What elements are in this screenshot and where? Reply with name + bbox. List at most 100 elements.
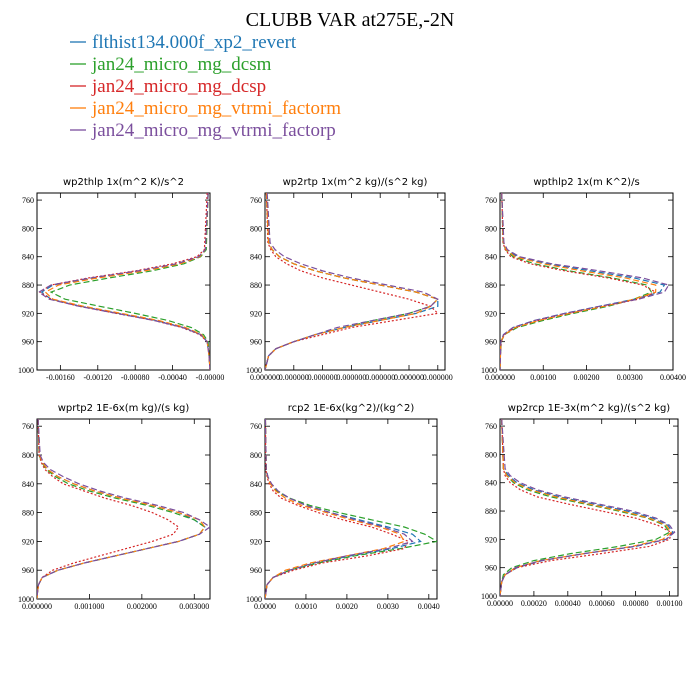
x-tick-label: 0.000000 xyxy=(308,373,338,382)
legend-label: flthist134.000f_xp2_revert xyxy=(92,32,297,53)
series-line xyxy=(500,419,672,596)
y-tick-label: 760 xyxy=(22,422,34,431)
series-line xyxy=(500,419,676,596)
x-tick-label: 0.001000 xyxy=(74,602,104,611)
y-tick-label: 760 xyxy=(250,196,262,205)
y-tick-label: 920 xyxy=(250,309,262,318)
x-tick-label: -0.00120 xyxy=(83,373,112,382)
y-tick-label: 920 xyxy=(250,537,262,546)
series-line xyxy=(265,419,414,599)
y-tick-label: 760 xyxy=(485,196,497,205)
x-tick-label: 0.000000 xyxy=(22,602,52,611)
chart-panel: wp2rtp 1x(m^2 kg)/(s^2 kg) 760 800 840 880 92… xyxy=(246,177,453,382)
x-tick-label: 0.00100 xyxy=(657,599,683,608)
chart-panel: wprtp2 1E-6x(m kg)/(s kg) 760 800 840 880 920… xyxy=(18,403,211,611)
x-tick-label: 0.002000 xyxy=(127,602,157,611)
chart-panel: wp2rcp 1E-3x(m^2 kg)/(s^2 kg) 760 800 840 88… xyxy=(481,403,683,608)
x-tick-label: -0.00040 xyxy=(158,373,187,382)
x-tick-label: 0.00020 xyxy=(521,599,547,608)
series-line xyxy=(265,193,439,370)
y-tick-label: 880 xyxy=(22,281,34,290)
y-tick-label: 880 xyxy=(250,281,262,290)
legend-entry: jan24_micro_mg_dcsm xyxy=(70,54,272,75)
series-line xyxy=(500,419,673,596)
y-tick-label: 800 xyxy=(250,224,262,233)
series-line xyxy=(37,419,210,599)
y-tick-label: 920 xyxy=(485,309,497,318)
y-tick-label: 1000 xyxy=(481,592,497,601)
y-tick-label: 960 xyxy=(22,338,34,347)
y-tick-label: 880 xyxy=(250,509,262,518)
chart-panel: rcp2 1E-6x(kg^2)/(kg^2) 760 800 840 880 920 96… xyxy=(246,403,440,611)
y-tick-label: 960 xyxy=(485,564,497,573)
x-tick-label: 0.000000 xyxy=(250,373,280,382)
series-line xyxy=(37,193,210,370)
legend: flthist134.000f_xp2_revertjan24_micro_mg… xyxy=(70,32,341,141)
x-tick-label: 0.000000 xyxy=(394,373,424,382)
series-line xyxy=(500,193,653,370)
panel-title: wpthlp2 1x(m K^2)/s xyxy=(533,177,639,188)
plot-frame xyxy=(264,192,446,371)
y-tick-label: 840 xyxy=(22,253,34,262)
y-tick-label: 1000 xyxy=(246,366,262,375)
x-tick-label: 0.00060 xyxy=(589,599,615,608)
series-line xyxy=(37,419,206,599)
y-tick-label: 1000 xyxy=(18,366,34,375)
plot-frame xyxy=(499,418,679,597)
x-tick-label: 0.0020 xyxy=(336,602,358,611)
series-line xyxy=(265,193,439,370)
y-tick-label: 840 xyxy=(485,479,497,488)
y-tick-label: 960 xyxy=(22,566,34,575)
y-tick-label: 800 xyxy=(22,224,34,233)
y-tick-label: 1000 xyxy=(246,595,262,604)
x-tick-label: 0.000000 xyxy=(336,373,366,382)
series-line xyxy=(44,193,210,370)
x-tick-label: 0.00100 xyxy=(530,373,556,382)
x-tick-label: 0.00000 xyxy=(487,599,513,608)
plot-frame xyxy=(36,192,211,371)
series-line xyxy=(500,193,658,370)
y-tick-label: 800 xyxy=(250,451,262,460)
x-tick-label: 0.00300 xyxy=(617,373,643,382)
x-tick-label: 0.000000 xyxy=(423,373,453,382)
chart-panel: wp2thlp 1x(m^2 K)/s^2 760 800 840 880 920 960 1… xyxy=(18,177,224,382)
series-line xyxy=(40,193,210,370)
x-tick-label: -0.00000 xyxy=(196,373,225,382)
chart-panel: wpthlp2 1x(m K^2)/s 760 800 840 880 920 960 100… xyxy=(481,177,686,382)
series-line xyxy=(265,419,437,599)
plot-frame xyxy=(36,418,211,600)
x-tick-label: 0.00400 xyxy=(660,373,686,382)
y-tick-label: 1000 xyxy=(18,595,34,604)
x-tick-label: 0.0040 xyxy=(418,602,440,611)
figure-title: CLUBB VAR at275E,-2N xyxy=(246,9,455,31)
y-tick-label: 880 xyxy=(485,507,497,516)
series-line xyxy=(37,419,180,599)
x-tick-label: 0.0030 xyxy=(377,602,399,611)
y-tick-label: 960 xyxy=(250,566,262,575)
legend-entry: flthist134.000f_xp2_revert xyxy=(70,32,297,53)
series-line xyxy=(500,193,670,370)
y-tick-label: 1000 xyxy=(481,366,497,375)
y-tick-label: 840 xyxy=(250,480,262,489)
series-line xyxy=(49,193,210,370)
y-tick-label: 800 xyxy=(22,451,34,460)
y-tick-label: 960 xyxy=(485,338,497,347)
legend-entry: jan24_micro_mg_vtrmi_factorp xyxy=(70,120,336,141)
legend-label: jan24_micro_mg_vtrmi_factorm xyxy=(91,98,341,119)
panel-title: wp2rtp 1x(m^2 kg)/(s^2 kg) xyxy=(283,177,428,188)
y-tick-label: 880 xyxy=(22,509,34,518)
x-tick-label: 0.00040 xyxy=(555,599,581,608)
y-tick-label: 960 xyxy=(250,338,262,347)
series-line xyxy=(265,419,406,599)
x-tick-label: 0.000000 xyxy=(279,373,309,382)
legend-label: jan24_micro_mg_dcsp xyxy=(91,76,266,97)
x-tick-label: 0.000000 xyxy=(485,373,515,382)
x-tick-label: -0.00080 xyxy=(121,373,150,382)
legend-label: jan24_micro_mg_dcsm xyxy=(91,54,272,75)
series-line xyxy=(38,193,210,370)
series-line xyxy=(500,419,674,596)
series-line xyxy=(265,419,410,599)
panel-title: wp2thlp 1x(m^2 K)/s^2 xyxy=(63,177,184,188)
series-line xyxy=(37,419,206,599)
